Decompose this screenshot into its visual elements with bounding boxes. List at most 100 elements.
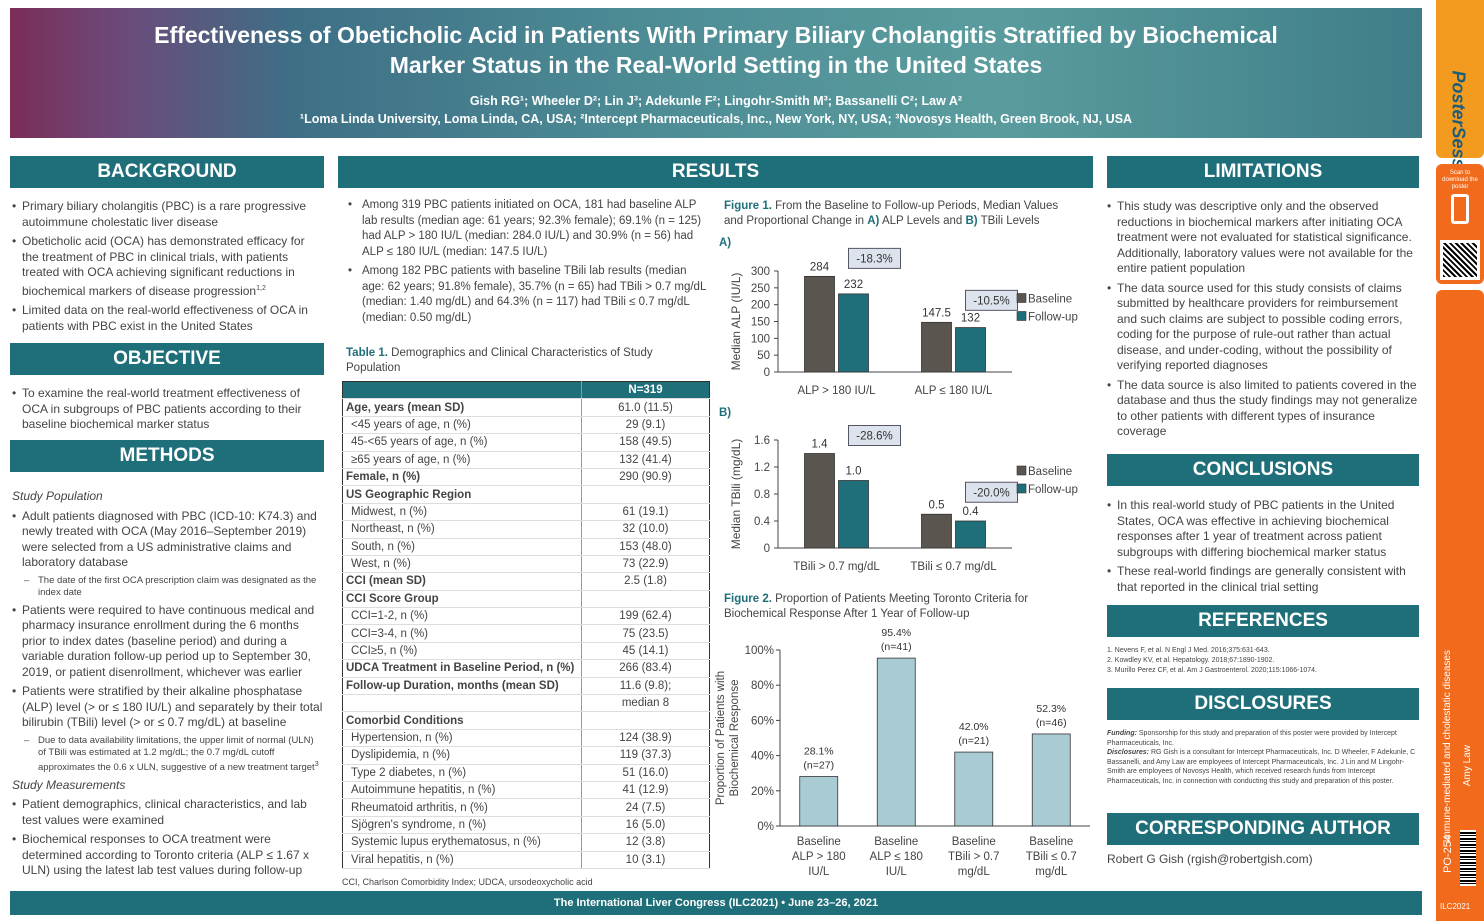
table-cell-label: Age, years (mean SD) xyxy=(342,398,582,417)
data-label: 95.4% xyxy=(881,628,911,639)
data-label: 0.4 xyxy=(963,506,980,518)
legend-swatch xyxy=(1016,483,1027,494)
table-row: ≥65 years of age, n (%) 132 (41.4) xyxy=(342,451,710,469)
table-cell-value: 158 (49.5) xyxy=(581,433,710,452)
list-item: Biochemical responses to OCA treatment w… xyxy=(12,832,324,879)
x-tick-label: ALP > 180 xyxy=(792,851,846,863)
table-cell-label: Female, n (%) xyxy=(342,467,582,487)
table-row: Type 2 diabetes, n (%) 51 (16.0) xyxy=(342,764,710,782)
data-label: 52.3% xyxy=(1036,703,1066,715)
topic-label: Immune-mediated and cholestatic diseases xyxy=(1442,650,1453,843)
table-cell-label: CCI=3-4, n (%) xyxy=(342,624,582,643)
y-tick-label: 300 xyxy=(751,266,770,278)
figure2-caption: Figure 2. Proportion of Patients Meeting… xyxy=(724,593,1029,620)
authors: Gish RG¹; Wheeler D²; Lin J³; Adekunle F… xyxy=(469,94,963,108)
y-tick-label: 100% xyxy=(745,645,774,657)
list-item: The data source used for this study cons… xyxy=(1107,281,1419,374)
data-label: 147.5 xyxy=(922,307,951,319)
data-label: 0.5 xyxy=(929,499,945,511)
x-tick-label: ALP > 180 IU/L xyxy=(797,385,876,397)
scan-text: Scan to download the poster xyxy=(1442,170,1478,190)
reference-item: 2. Kowdley KV, et al. Hepatology. 2018;6… xyxy=(1107,657,1275,664)
bar-follow-up xyxy=(955,327,986,373)
change-label: -28.6% xyxy=(856,431,892,443)
corresponding-author[interactable]: Robert G Gish (rgish@robertgish.com) xyxy=(1107,852,1313,866)
table-cell-value: 290 (90.9) xyxy=(581,467,710,487)
table-cell-value: 16 (5.0) xyxy=(581,816,710,835)
table-row: Dyslipidemia, n (%) 119 (37.3) xyxy=(342,746,710,765)
list-item: These real-world findings are generally … xyxy=(1107,564,1419,595)
table-cell-label: Rheumatoid arthritis, n (%) xyxy=(342,798,582,817)
y-tick-label: 200 xyxy=(751,300,770,312)
scan-download-panel[interactable]: Scan to download the poster xyxy=(1436,164,1484,284)
legend-label: Baseline xyxy=(1028,466,1072,478)
list-subitem: Due to data availability limitations, th… xyxy=(12,735,324,774)
poster-session-logo[interactable]: PosterSessionOnline xyxy=(1436,0,1484,252)
bar xyxy=(1031,733,1071,827)
table-cell-label: Systemic lupus erythematosus, n (%) xyxy=(342,833,582,852)
table-row: CCI=3-4, n (%) 75 (23.5) xyxy=(342,624,710,643)
table1-footnote: CCI, Charlson Comorbidity Index; UDCA, u… xyxy=(342,877,593,887)
table-cell-label: ≥65 years of age, n (%) xyxy=(342,451,582,469)
qr-code-icon[interactable] xyxy=(1440,240,1480,280)
table-row: 45-<65 years of age, n (%) 158 (49.5) xyxy=(342,433,710,452)
table-row: South, n (%) 153 (48.0) xyxy=(342,538,710,556)
sidebar: PosterSessionOnline Scan to download the… xyxy=(1436,0,1484,921)
alp-bar-chart: Median ALP (IU/L) 0 50 100 150 200 250 300 284 23… xyxy=(729,247,1078,397)
change-box xyxy=(848,425,901,446)
table-cell-label: Autoimmune hepatitis, n (%) xyxy=(342,781,582,800)
table-cell-label: CCI≥5, n (%) xyxy=(342,642,582,661)
table-row: Rheumatoid arthritis, n (%) 24 (7.5) xyxy=(342,798,710,817)
data-label-n: (n=41) xyxy=(881,641,912,653)
list-item: This study was descriptive only and the … xyxy=(1107,199,1419,277)
panel-a-label: A) xyxy=(719,237,732,249)
table-row: Viral hepatitis, n (%) 10 (3.1) xyxy=(342,851,710,869)
y-tick-label: 0.4 xyxy=(754,516,771,528)
x-tick-label: ALP ≤ 180 xyxy=(870,851,923,863)
x-tick-label: Baseline xyxy=(874,836,918,848)
x-tick-label: mg/dL xyxy=(958,866,991,878)
y-tick-label: 60% xyxy=(751,715,774,727)
data-label: 132 xyxy=(961,313,980,325)
x-tick-label: TBili > 0.7 xyxy=(948,851,999,863)
table-cell-value: 75 (23.5) xyxy=(581,624,710,643)
table-cell-value: 199 (62.4) xyxy=(581,607,710,626)
y-tick-label: 40% xyxy=(751,751,774,763)
table-cell-label: Comorbid Conditions xyxy=(342,711,582,730)
table-row: Sjögren's syndrome, n (%) 16 (5.0) xyxy=(342,816,710,835)
table-row: CCI Score Group xyxy=(342,589,710,609)
table-row: <45 years of age, n (%) 29 (9.1) xyxy=(342,416,710,435)
y-tick-label: 0% xyxy=(757,821,774,833)
poster-title: Effectiveness of Obeticholic Acid in Pat… xyxy=(154,22,1278,78)
x-tick-label: TBili ≤ 0.7 mg/dL xyxy=(910,561,997,573)
x-tick-label: mg/dL xyxy=(1035,866,1068,878)
objective-section: To examine the real-world treatment effe… xyxy=(12,386,324,437)
list-item: Adult patients diagnosed with PBC (ICD-1… xyxy=(12,509,324,571)
bar-follow-up xyxy=(955,520,986,549)
y-tick-label: 0.8 xyxy=(754,489,770,501)
table-cell-label: 45-<65 years of age, n (%) xyxy=(342,433,582,452)
list-item: Among 319 PBC patients initiated on OCA,… xyxy=(348,198,710,260)
legend-swatch xyxy=(1016,293,1027,303)
list-item: Among 182 PBC patients with baseline TBi… xyxy=(348,264,710,326)
table-row: Midwest, n (%) 61 (19.1) xyxy=(342,503,710,522)
table-row: Follow-up Duration, months (mean SD) 11.6… xyxy=(342,676,710,696)
table-cell-value: 29 (9.1) xyxy=(581,416,710,435)
methods-heading: METHODS xyxy=(10,440,324,472)
phone-icon xyxy=(1451,194,1469,224)
table-cell-value: 132 (41.4) xyxy=(581,451,710,469)
legend-label: Follow-up xyxy=(1028,312,1078,324)
results-heading: RESULTS xyxy=(338,156,1093,188)
disclosures-text: Funding: Sponsorship for this study and … xyxy=(1107,730,1416,785)
barcode-icon xyxy=(1460,830,1476,886)
list-item: Patients were stratified by their alkali… xyxy=(12,684,324,731)
x-tick-label: Baseline xyxy=(1029,836,1073,848)
table-cell-value xyxy=(581,589,710,609)
table-cell-label: Northeast, n (%) xyxy=(342,520,582,539)
bar-baseline xyxy=(921,513,952,549)
change-label: -20.0% xyxy=(973,487,1009,499)
toronto-response-chart: Proportion of Patients with Biochemical R… xyxy=(715,628,1090,878)
methods-section: Study Population Adult patients diagnose… xyxy=(12,485,324,883)
table-cell-label: South, n (%) xyxy=(342,538,582,556)
reference-item: 1. Nevens F, et al. N Engl J Med. 2016;3… xyxy=(1107,647,1270,654)
